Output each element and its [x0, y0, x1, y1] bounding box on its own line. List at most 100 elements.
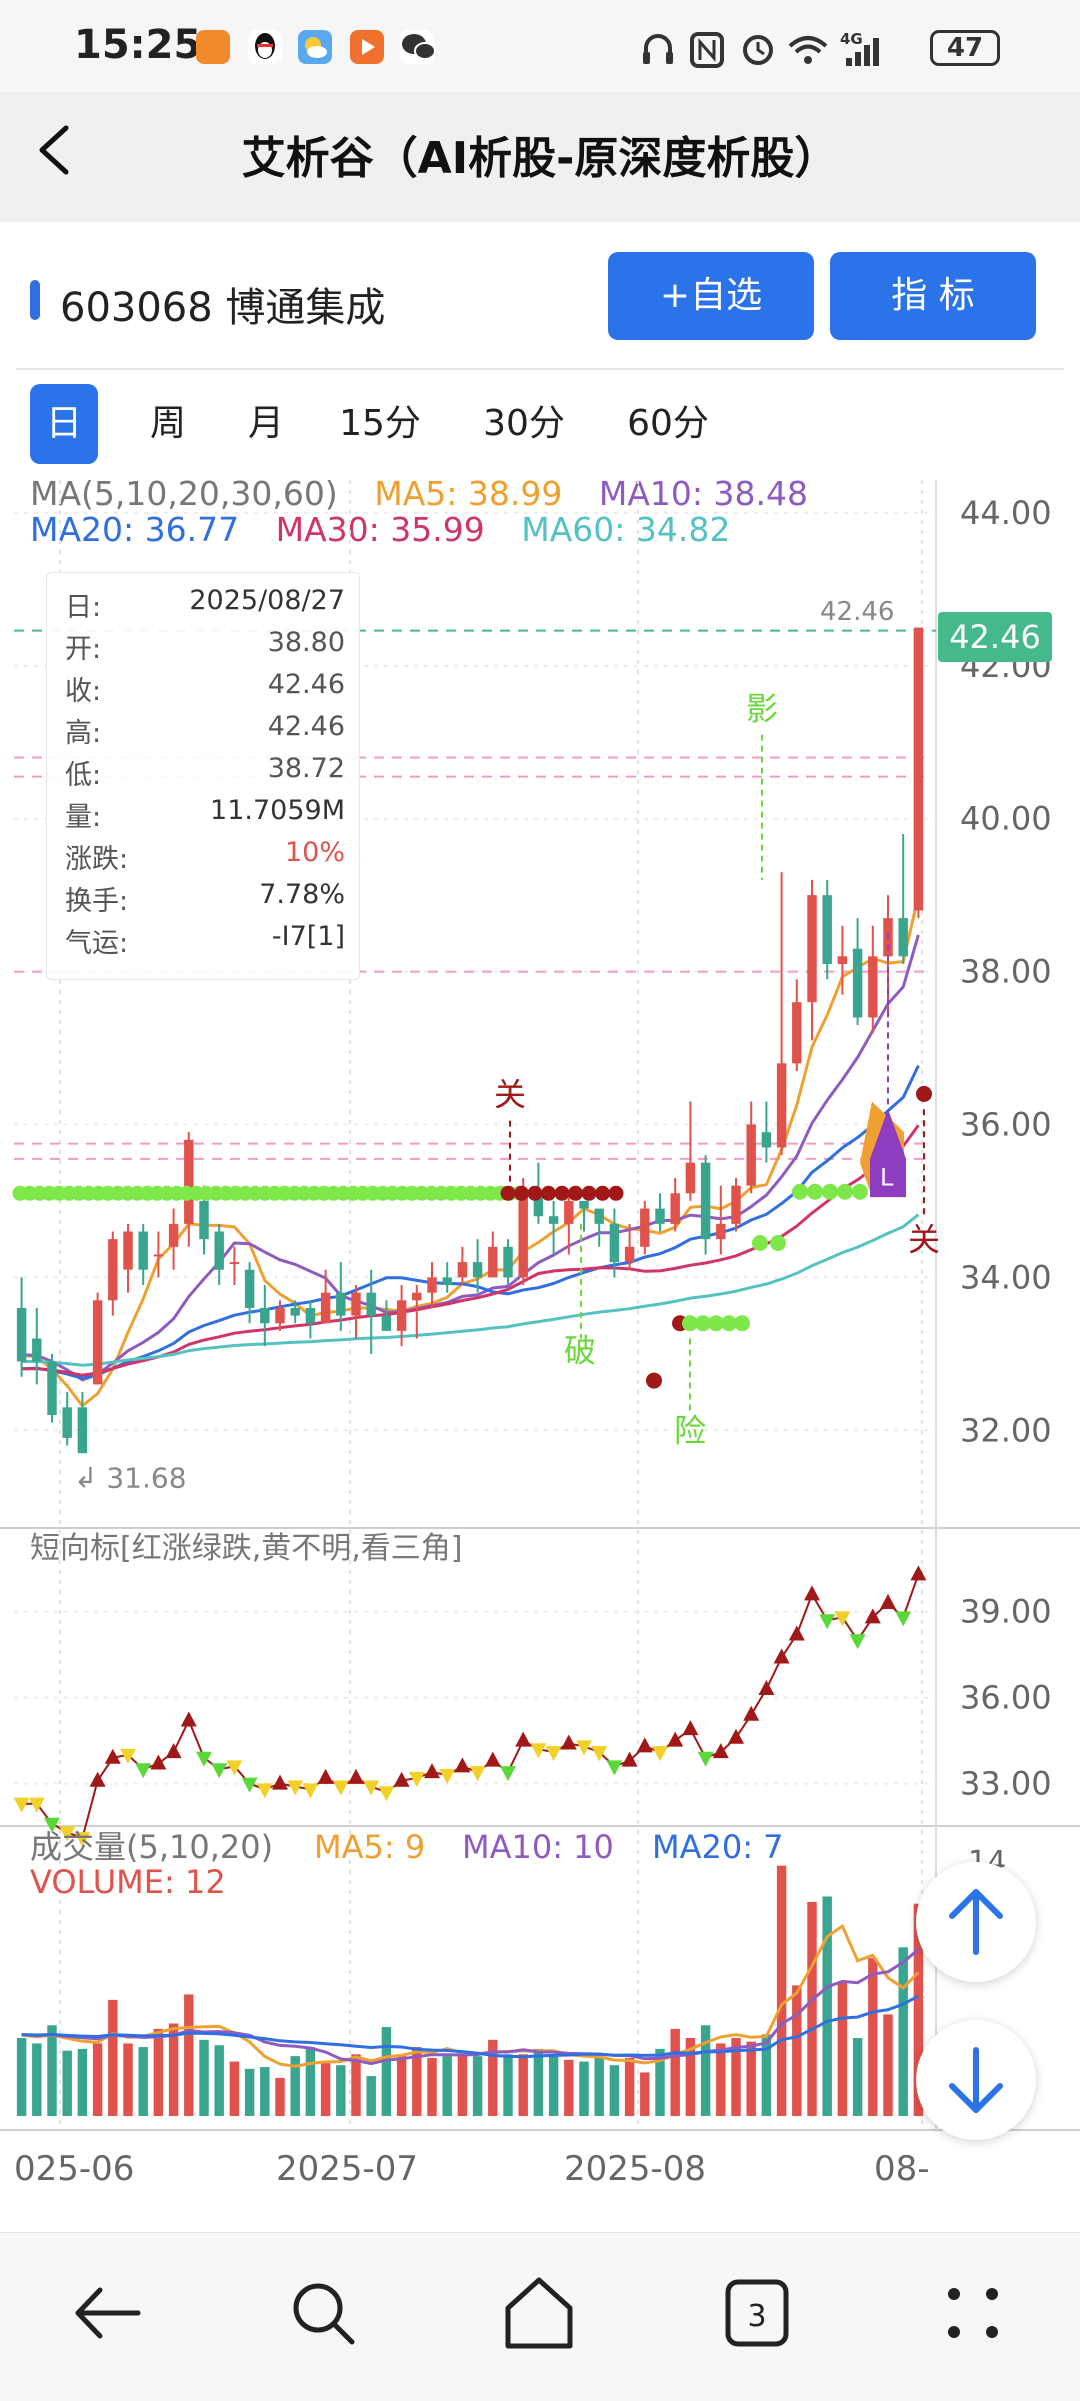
tab-30min[interactable]: 30分 — [483, 403, 565, 444]
candle-body — [412, 1292, 422, 1301]
candle-body — [716, 1223, 726, 1240]
short-indicator-marker — [363, 1780, 380, 1796]
signal-dot-red — [527, 1185, 543, 1201]
volume-title: 成交量(5,10,20) — [30, 1828, 273, 1866]
nav-search-button[interactable] — [278, 2268, 368, 2358]
short-indicator-marker — [728, 1728, 744, 1744]
signal-dot-green — [695, 1315, 711, 1332]
volume-bar — [427, 2057, 437, 2116]
l-marker — [870, 1109, 906, 1198]
short-indicator-marker — [895, 1611, 912, 1627]
nav-menu-button[interactable] — [928, 2268, 1018, 2358]
short-indicator-marker — [165, 1743, 182, 1759]
signal-label-guan-2: 关 — [908, 1221, 940, 1259]
volume-bar — [609, 2065, 620, 2116]
tab-week[interactable]: 周 — [149, 403, 186, 444]
volume-bar — [837, 1981, 848, 2116]
candle-body — [366, 1292, 376, 1316]
short-indicator-marker — [773, 1648, 790, 1664]
tab-60min[interactable]: 60分 — [627, 403, 709, 444]
wifi-icon — [788, 36, 828, 64]
scroll-up-button[interactable] — [916, 1862, 1036, 1982]
short-indicator-marker — [880, 1594, 896, 1609]
add-watchlist-button[interactable]: +自选 — [608, 252, 814, 340]
scroll-down-button[interactable] — [916, 2020, 1036, 2140]
signal-dot-green — [734, 1315, 750, 1332]
candle-body — [564, 1200, 574, 1224]
alarm-icon — [743, 35, 773, 65]
short-indicator-marker — [13, 1797, 30, 1813]
short-indicator-marker — [545, 1746, 562, 1762]
candle-body — [624, 1246, 635, 1263]
volume-bar — [776, 1865, 787, 2116]
tooltip-change: 10% — [284, 837, 345, 868]
nfc-icon — [690, 32, 724, 68]
volume-bar — [564, 2059, 574, 2116]
short-indicator-marker — [910, 1565, 927, 1581]
candle-body — [229, 1262, 240, 1265]
candle-body — [868, 956, 878, 1018]
candle-body — [336, 1292, 346, 1316]
volume-bar — [275, 2077, 285, 2116]
qq-icon — [248, 30, 282, 64]
candle-body — [761, 1132, 772, 1148]
signal-dot-red — [514, 1185, 529, 1201]
last-price-tag: 42.46 — [938, 612, 1052, 662]
ma60-legend: MA60: 34.82 — [521, 510, 731, 549]
candle-body — [731, 1185, 741, 1224]
candle-body — [396, 1300, 407, 1331]
volume-bar — [868, 1958, 878, 2116]
divider — [16, 368, 1064, 370]
volume-bar — [518, 2054, 528, 2116]
tooltip-turnover: 7.78% — [259, 879, 345, 910]
indicator-button[interactable]: 指 标 — [830, 252, 1036, 340]
back-button[interactable] — [30, 110, 110, 190]
ma10-legend: MA10: 38.48 — [598, 474, 808, 513]
short-indicator-marker — [667, 1731, 684, 1747]
y-tick-label: 33.00 — [960, 1765, 1052, 1803]
volume-bar — [260, 2067, 270, 2116]
candle-body — [153, 1254, 164, 1257]
short-indicator-marker — [788, 1625, 805, 1641]
arrow-up-icon — [949, 1889, 1003, 1955]
tab-day[interactable]: 日 — [30, 384, 98, 464]
nav-back-button[interactable] — [62, 2268, 152, 2358]
volume-bar — [381, 2027, 392, 2116]
headphone-icon — [643, 34, 673, 64]
volume-bar — [761, 2034, 772, 2116]
short-indicator-marker — [591, 1746, 608, 1762]
tab-15min[interactable]: 15分 — [339, 403, 421, 444]
tab-month[interactable]: 月 — [247, 403, 284, 444]
volume-bar — [670, 2028, 680, 2116]
signal-dot-red — [646, 1372, 662, 1389]
volume-bar — [305, 2047, 316, 2116]
x-tick-label: 08- — [874, 2149, 930, 2189]
signal-dot-green — [752, 1234, 768, 1251]
volume-bar — [366, 2076, 376, 2116]
short-indicator-marker — [621, 1751, 638, 1767]
x-tick-label: 025-06 — [14, 2149, 134, 2189]
ma-legend-line1: MA(5,10,20,30,60) MA5: 38.99 MA10: 38.48 — [30, 474, 808, 513]
candle-body — [472, 1262, 483, 1278]
volume-bar — [168, 2023, 179, 2116]
volume-bar — [822, 1896, 832, 2116]
short-indicator-marker — [150, 1754, 167, 1770]
short-indicator-marker — [317, 1768, 334, 1784]
volume-bar — [685, 2037, 696, 2116]
candle-body — [837, 956, 848, 964]
short-indicator-marker — [454, 1757, 471, 1773]
nav-home-button[interactable] — [494, 2268, 584, 2358]
short-indicator-marker — [59, 1826, 76, 1842]
candle-body — [260, 1307, 270, 1324]
candle-body — [320, 1292, 331, 1324]
y-tick-label: 40.00 — [960, 800, 1052, 838]
l-marker-label: L — [880, 1164, 894, 1192]
volume-ma5-legend: MA5: 9 — [314, 1828, 425, 1866]
candle-body — [381, 1315, 392, 1331]
page-title: 艾析谷（AI析股-原深度析股） — [241, 133, 839, 184]
volume-bar — [336, 2065, 346, 2116]
nav-tabs-button[interactable]: 3 — [712, 2268, 802, 2358]
arrow-left-icon — [75, 2287, 141, 2339]
short-indicator-marker — [439, 1769, 456, 1784]
volume-bar — [442, 2056, 452, 2116]
